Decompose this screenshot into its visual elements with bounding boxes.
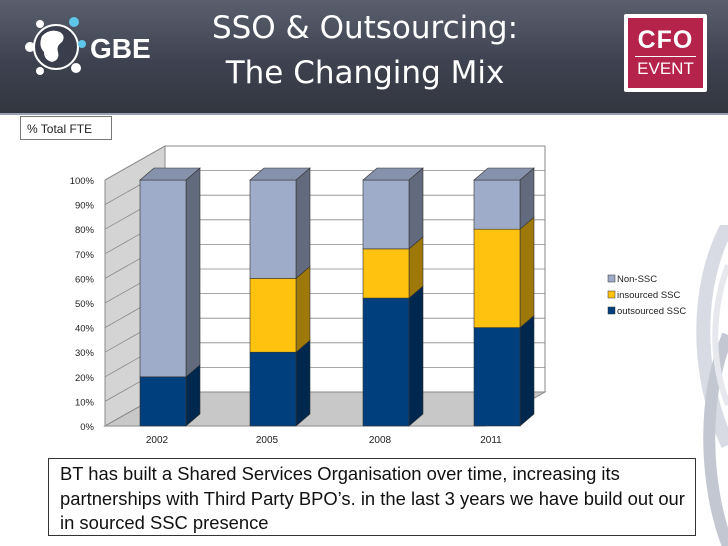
slide-header — [0, 0, 728, 113]
bar-segment-non-ssc — [473, 179, 521, 230]
bar-segment-non-ssc — [139, 179, 187, 378]
bar-stack-2002 — [139, 167, 201, 427]
y-tick-label: 70% — [75, 250, 95, 261]
gridline-side — [104, 145, 166, 181]
bar-segment-insourced-ssc — [362, 248, 410, 299]
cfo-logo-text: CFO — [637, 26, 694, 54]
y-tick-label: 80% — [75, 225, 95, 236]
bar-stack-2011 — [473, 167, 535, 427]
bar-side-non-ssc — [295, 167, 311, 280]
bar-side-non-ssc — [408, 167, 424, 250]
bar-segment-outsourced-ssc — [139, 376, 187, 427]
x-tick-label: 2011 — [480, 435, 502, 446]
legend-label: outsourced SSC — [617, 306, 686, 317]
bar-side-outsourced-ssc — [408, 285, 424, 427]
y-tick-label: 40% — [75, 324, 95, 335]
logo-dot-1 — [25, 42, 35, 52]
logo-dot-6 — [36, 67, 44, 75]
x-tick-label: 2005 — [256, 435, 279, 446]
bar-stack-2005 — [249, 167, 311, 427]
event-logo-text: EVENT — [637, 59, 694, 78]
slide-title-line-1: SSO & Outsourcing: — [211, 10, 519, 46]
legend-swatch — [607, 306, 616, 315]
bar-segment-insourced-ssc — [473, 228, 521, 328]
bar-segment-outsourced-ssc — [473, 327, 521, 427]
y-tick-label: 10% — [75, 397, 95, 408]
globe-continent — [40, 30, 64, 62]
bar-top — [249, 167, 311, 181]
header-divider — [0, 113, 728, 115]
y-axis-label: % Total FTE — [20, 116, 112, 140]
x-tick-label: 2002 — [146, 435, 169, 446]
legend-swatch — [607, 290, 616, 299]
bar-side-outsourced-ssc — [295, 339, 311, 427]
decorative-swirl-graphic — [696, 225, 728, 546]
logo-dot-3 — [69, 17, 79, 27]
slide-caption: BT has built a Shared Services Organisat… — [48, 458, 696, 536]
bar-side-non-ssc — [185, 167, 201, 378]
bar-top — [473, 167, 535, 181]
x-tick-label: 2008 — [369, 435, 392, 446]
bar-segment-insourced-ssc — [249, 278, 297, 353]
y-tick-label: 50% — [75, 299, 95, 310]
bar-segment-non-ssc — [249, 179, 297, 279]
legend-label: Non-SSC — [617, 274, 657, 285]
bar-segment-non-ssc — [362, 179, 410, 250]
legend-swatch — [607, 274, 616, 283]
legend-label: insourced SSC — [617, 290, 681, 301]
bar-segment-outsourced-ssc — [249, 351, 297, 427]
y-tick-label: 100% — [70, 176, 95, 187]
gbe-logo-text: GBE — [90, 33, 151, 64]
bar-top — [362, 167, 424, 181]
cfo-event-logo: CFO EVENT — [624, 14, 707, 92]
slide-title-line-2: The Changing Mix — [225, 55, 505, 91]
bar-stack-2008 — [362, 167, 424, 427]
logo-dot-5 — [71, 63, 81, 73]
bar-segment-outsourced-ssc — [362, 297, 410, 427]
y-tick-label: 60% — [75, 274, 95, 285]
y-tick-label: 0% — [80, 422, 94, 433]
y-tick-label: 20% — [75, 373, 95, 384]
cfo-event-logo-panel: CFO EVENT — [628, 18, 703, 88]
logo-dot-2 — [36, 20, 44, 28]
y-tick-label: 30% — [75, 348, 95, 359]
bar-side-insourced-ssc — [519, 216, 535, 329]
gbe-logo: GBE — [25, 17, 151, 75]
y-tick-label: 90% — [75, 201, 95, 212]
cfo-logo-divider — [635, 56, 696, 57]
logo-dot-4 — [78, 40, 86, 48]
bar-side-outsourced-ssc — [519, 314, 535, 427]
bar-side-insourced-ssc — [295, 265, 311, 353]
bar-top — [139, 167, 201, 181]
